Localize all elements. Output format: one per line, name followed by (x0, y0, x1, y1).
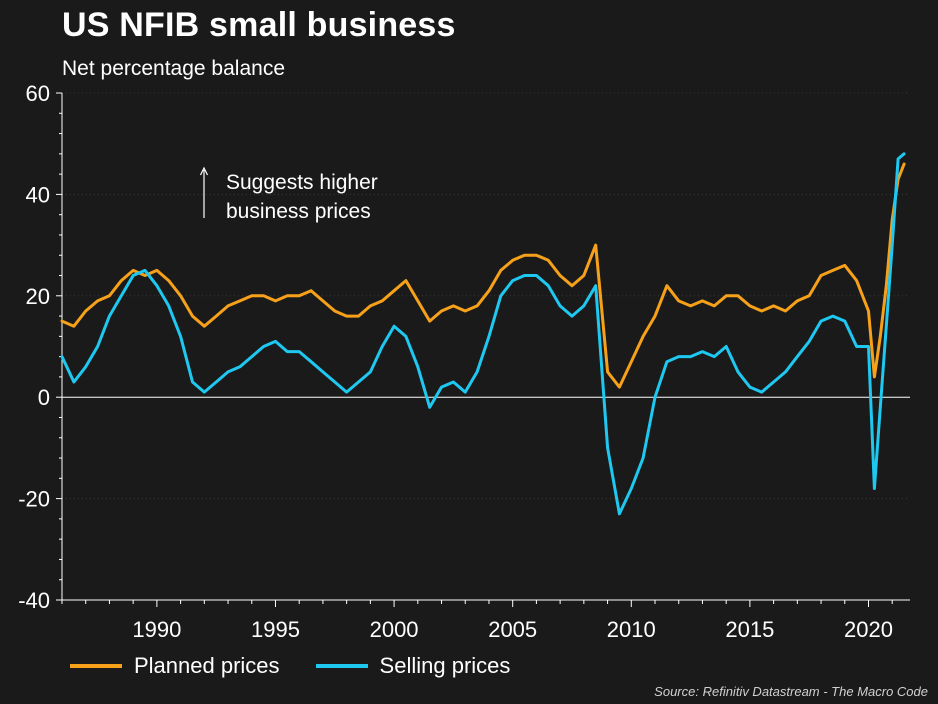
chart-title: US NFIB small business (62, 6, 456, 44)
up-arrow-head-icon (199, 166, 209, 176)
annotation-text: Suggests higher business prices (226, 168, 378, 226)
annotation-line-1: Suggests higher (226, 171, 378, 194)
y-tick-label: 0 (38, 385, 50, 410)
x-tick-label: 2000 (370, 617, 419, 642)
y-tick-label: -20 (18, 487, 50, 512)
selling-prices-line (60, 152, 906, 516)
y-tick-label: 20 (26, 284, 50, 309)
planned-prices-line (60, 162, 906, 389)
chart-subtitle: Net percentage balance (62, 57, 285, 80)
y-tick-label: -40 (18, 588, 50, 613)
axis-layer: -40 -20 0 20 40 60 1990 1995 2000 2005 2010 2015 202… (18, 81, 910, 642)
x-tick-label: 2015 (725, 617, 774, 642)
x-tick-label: 2010 (607, 617, 656, 642)
annotation-line-2: business prices (226, 200, 371, 223)
legend-item-selling[interactable]: Selling prices (315, 653, 511, 679)
y-tick-label: 40 (26, 182, 50, 207)
annotation-layer (199, 166, 209, 218)
x-tick-label: 1990 (132, 617, 181, 642)
legend-item-planned[interactable]: Planned prices (70, 653, 280, 679)
y-tick-label: 60 (26, 81, 50, 106)
x-tick-label: 2005 (488, 617, 537, 642)
source-note: Source: Refinitiv Datastream - The Macro… (654, 684, 928, 699)
legend-label-selling: Selling prices (379, 653, 511, 678)
legend-swatch-planned (70, 664, 122, 668)
x-tick-label: 1995 (251, 617, 300, 642)
series-layer (60, 152, 906, 516)
x-tick-label: 2020 (844, 617, 893, 642)
legend: Planned prices Selling prices (70, 652, 546, 680)
legend-label-planned: Planned prices (134, 653, 280, 678)
legend-swatch-selling (315, 664, 368, 668)
